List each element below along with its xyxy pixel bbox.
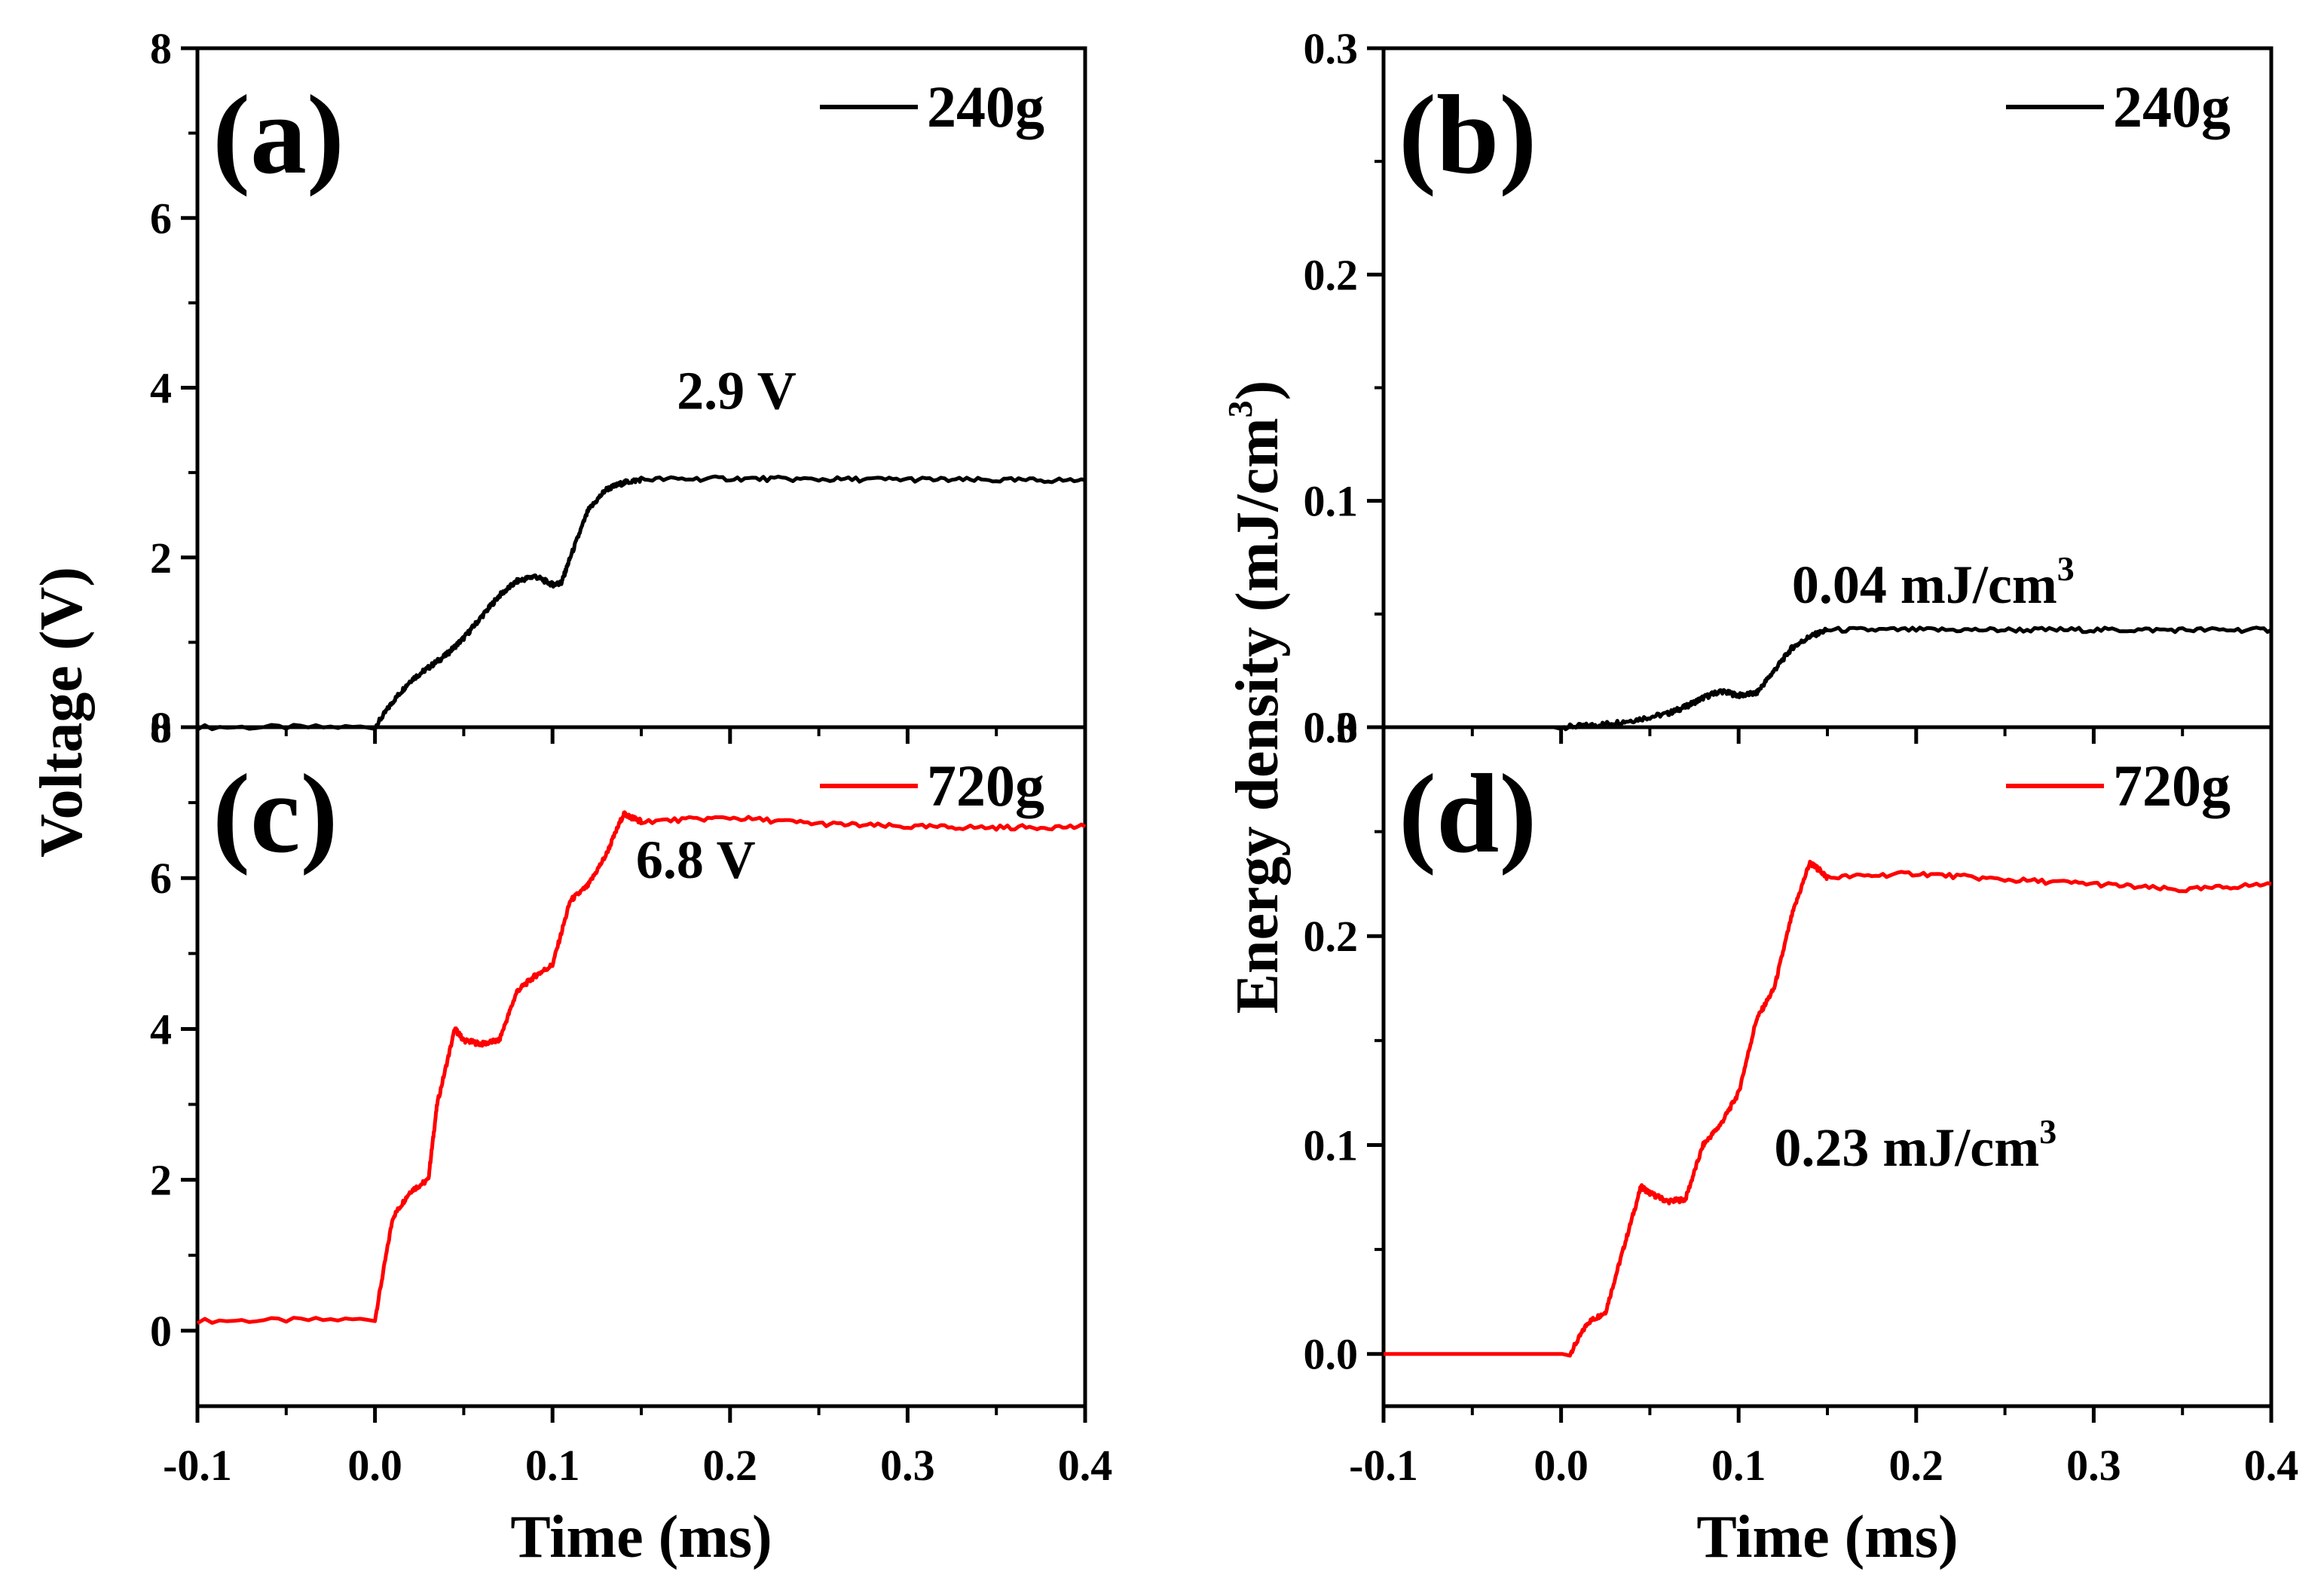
y-tick-label-c: 6 xyxy=(150,854,172,903)
energy-density-axis-title-main: Energy density (mJ/cm xyxy=(1225,417,1291,1014)
y-tick-label-b: 0.2 xyxy=(1304,250,1359,299)
y-tick-label-c: 0 xyxy=(150,1307,172,1356)
x-tick-label-c: -0.1 xyxy=(163,1441,232,1490)
annotation-b: 0.04 mJ/cm3 xyxy=(1792,549,2075,615)
series-line-a xyxy=(196,474,1086,732)
x-tick-label-d: -0.1 xyxy=(1349,1441,1418,1490)
y-tick-label-c: 8 xyxy=(150,703,172,752)
y-tick-label-c: 2 xyxy=(150,1156,172,1205)
x-tick-label-c: 0.2 xyxy=(703,1441,758,1490)
y-tick-label-b: 0.3 xyxy=(1304,24,1359,73)
y-tick-label-d: 0.1 xyxy=(1304,1121,1359,1170)
x-tick-label-d: 0.2 xyxy=(1889,1441,1944,1490)
annotation-a: 2.9 V xyxy=(677,361,797,421)
y-tick-label-d: 0.3 xyxy=(1304,703,1359,752)
y-tick-label-a: 2 xyxy=(150,534,172,583)
panel-a: 0 2 4 6 8 (a) 240g 2.9 V xyxy=(150,24,1087,752)
legend-label-b: 240g xyxy=(2113,74,2231,139)
x-tick-label-d: 0.0 xyxy=(1534,1441,1589,1490)
legend-label-a: 240g xyxy=(927,74,1044,139)
panel-b: 0.0 0.1 0.2 0.3 (b) 240g 0.04 mJ/cm3 xyxy=(1304,24,2274,752)
y-tick-label-a: 0 xyxy=(150,703,172,752)
annotation-c: 6.8 V xyxy=(636,830,756,890)
y-tick-label-c: 4 xyxy=(150,1004,172,1053)
panel-label-a: (a) xyxy=(213,72,344,197)
series-line-b xyxy=(1384,625,2273,732)
panel-label-b: (b) xyxy=(1399,72,1537,197)
energy-density-axis-title: Energy density (mJ/cm3) xyxy=(1221,381,1291,1014)
panel-label-c: (c) xyxy=(213,751,338,876)
annotation-d: 0.23 mJ/cm3 xyxy=(1774,1112,2056,1178)
y-tick-label-d: 0.2 xyxy=(1304,912,1359,961)
legend-label-c: 720g xyxy=(927,753,1044,818)
series-line-c xyxy=(196,810,1087,1326)
x-tick-label-d: 0.3 xyxy=(2066,1441,2121,1490)
energy-density-axis-title-sup: 3 xyxy=(1221,400,1259,417)
y-tick-label-b: 0.1 xyxy=(1304,477,1359,526)
panel-label-d: (d) xyxy=(1399,751,1537,876)
legend-label-d: 720g xyxy=(2113,753,2231,818)
panel-d: 0.0 0.1 0.2 0.3 -0.1 0.0 0.1 0.2 0.3 0.4 Time (ms)… xyxy=(1304,703,2299,1570)
y-tick-label-a: 4 xyxy=(150,364,172,413)
x-tick-label-c: 0.4 xyxy=(1058,1441,1113,1490)
x-tick-label-d: 0.4 xyxy=(2244,1441,2299,1490)
x-tick-label-c: 0.0 xyxy=(347,1441,402,1490)
y-tick-label-a: 6 xyxy=(150,194,172,243)
y-tick-label-b: 0.0 xyxy=(1304,703,1359,752)
x-axis-title-d: Time (ms) xyxy=(1696,1504,1958,1570)
x-tick-label-c: 0.3 xyxy=(880,1441,935,1490)
series-line-d xyxy=(1384,859,2272,1358)
x-axis-title-c: Time (ms) xyxy=(510,1504,772,1570)
energy-density-axis-title-close: ) xyxy=(1225,381,1291,401)
y-tick-label-d: 0.0 xyxy=(1304,1330,1359,1379)
x-tick-label-d: 0.1 xyxy=(1711,1441,1766,1490)
voltage-axis-title: Voltage (V) xyxy=(29,567,95,858)
panel-c: 0 2 4 6 8 -0.1 0.0 0.1 0.2 0.3 0.4 Time (ms) (c) 720g… xyxy=(150,703,1112,1570)
y-tick-label-a: 8 xyxy=(150,24,172,73)
x-tick-label-c: 0.1 xyxy=(525,1441,580,1490)
